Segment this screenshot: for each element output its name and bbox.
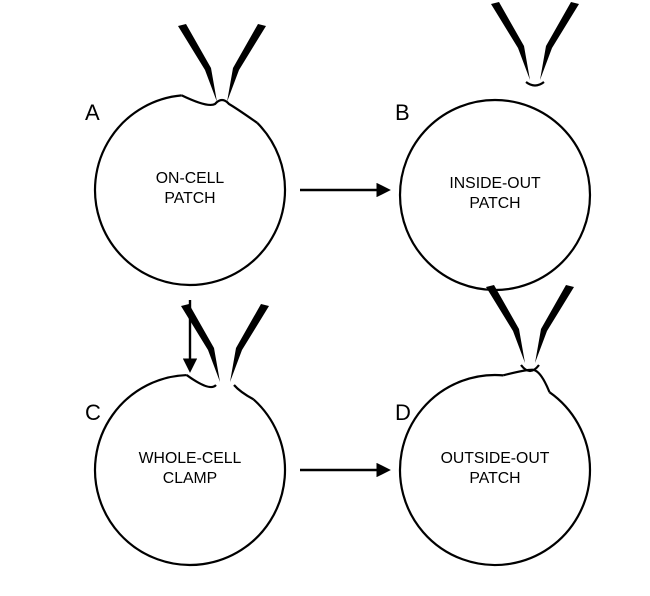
pipette-A xyxy=(178,24,266,102)
panel-A: ON-CELL PATCH A xyxy=(85,95,285,285)
panel-C: WHOLE-CELL CLAMP C xyxy=(85,375,285,565)
pipette-C xyxy=(181,304,269,382)
pipette-B xyxy=(491,2,579,80)
panel-D-line1: OUTSIDE-OUT xyxy=(441,450,550,467)
panel-C-line1: WHOLE-CELL xyxy=(139,450,242,467)
membrane-patch-B xyxy=(526,82,544,86)
panel-A-line2: PATCH xyxy=(164,190,215,207)
panel-letter-B: B xyxy=(395,100,410,125)
panel-A-line1: ON-CELL xyxy=(156,170,225,187)
panel-D: OUTSIDE-OUT PATCH D xyxy=(395,370,590,565)
panel-letter-A: A xyxy=(85,100,100,125)
panel-B-line2: PATCH xyxy=(469,195,520,212)
panel-letter-C: C xyxy=(85,400,101,425)
panel-D-line2: PATCH xyxy=(469,470,520,487)
panel-B-line1: INSIDE-OUT xyxy=(449,175,541,192)
panel-B: INSIDE-OUT PATCH B xyxy=(395,100,590,290)
panel-letter-D: D xyxy=(395,400,411,425)
pipette-D xyxy=(486,285,574,363)
panel-C-line2: CLAMP xyxy=(163,470,217,487)
